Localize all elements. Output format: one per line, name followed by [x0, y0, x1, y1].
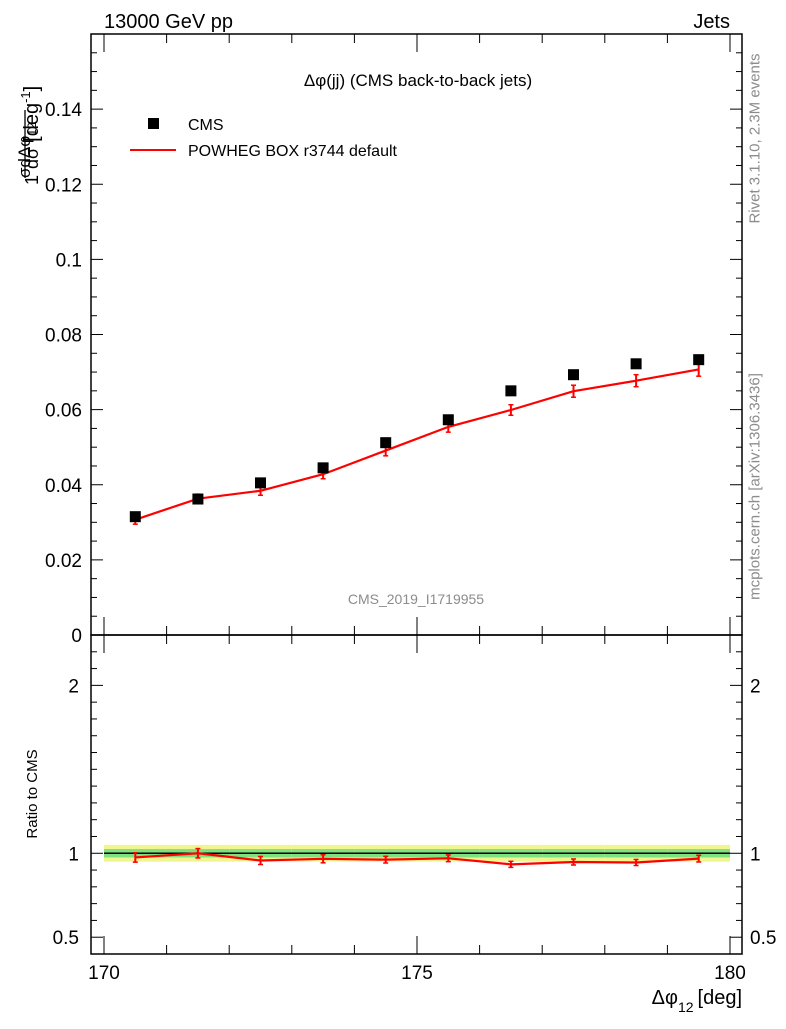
cms-data-point: [693, 354, 705, 366]
main-marks: [129, 354, 705, 525]
header-left: 13000 GeV pp: [104, 11, 233, 33]
cms-data-point: [568, 369, 579, 381]
ratio-panel-frame: [90, 634, 743, 955]
main-ytick-label: 0: [71, 626, 82, 647]
main-ytick-label: 0.02: [45, 551, 82, 572]
ratio-ticks: 0.5 0.5 1 1 2 2: [53, 635, 776, 954]
main-ylabel: 1dσ[deg-1]: [18, 86, 43, 185]
cms-data-point: [192, 493, 204, 505]
ratio-ylabel: Ratio to CMS: [24, 749, 41, 838]
header-right: Jets: [693, 11, 730, 33]
main-ytick-label: 0.1: [56, 250, 82, 271]
mcplots-reference-text: mcplots.cern.ch [arXiv:1306.3436]: [746, 373, 764, 600]
main-ytick-label: 0.04: [45, 476, 82, 497]
ratio-ytick-label-right: 2: [750, 676, 761, 697]
ratio-mc-line: [135, 852, 699, 866]
cms-data-point: [317, 462, 329, 474]
analysis-id: CMS_2019_I1719955: [348, 591, 484, 607]
rivet-version-text: Rivet 3.1.10, 2.3M events: [746, 53, 764, 224]
x-tick-label: 180: [714, 963, 746, 984]
main-ytick-label: 0.12: [45, 175, 82, 196]
cms-data-point: [630, 358, 642, 370]
main-ticks: 0 0.02 0.04 0.06 0.08 0.1 0.12 0.14: [45, 34, 742, 647]
main-ylabel-text: 1dσ[deg-1]: [18, 86, 43, 185]
x-tick-label: 175: [401, 963, 433, 984]
x-axis-label: Δφ12 [deg]: [652, 987, 742, 1015]
ratio-ytick-label: 2: [68, 676, 79, 697]
plot-title: Δφ(jj) (CMS back-to-back jets): [304, 71, 532, 90]
ratio-ytick-label-right: 0.5: [750, 928, 776, 949]
cms-data-point: [255, 477, 266, 489]
legend-data-marker: [148, 118, 159, 129]
mc-line: [134, 368, 699, 521]
cms-data-point: [505, 385, 517, 397]
ratio-ytick-label: 1: [68, 844, 79, 865]
cms-data-point: [129, 511, 141, 523]
legend-mc-label: POWHEG BOX r3744 default: [188, 143, 398, 160]
cms-data-point: [380, 437, 392, 449]
ratio-ytick-label: 0.5: [53, 928, 79, 949]
legend-data-label: CMS: [188, 117, 224, 134]
ratio-ytick-label-right: 1: [750, 844, 761, 865]
cms-data-point: [442, 414, 454, 426]
x-ticklabels: 170 175 180: [88, 963, 746, 984]
main-ytick-label: 0.08: [45, 326, 82, 347]
main-ytick-label: 0.14: [45, 100, 82, 121]
x-tick-label: 170: [88, 963, 120, 984]
main-ytick-label: 0.06: [45, 401, 82, 422]
ratio-marks: [104, 844, 730, 869]
legend: CMS POWHEG BOX r3744 default: [130, 117, 398, 160]
